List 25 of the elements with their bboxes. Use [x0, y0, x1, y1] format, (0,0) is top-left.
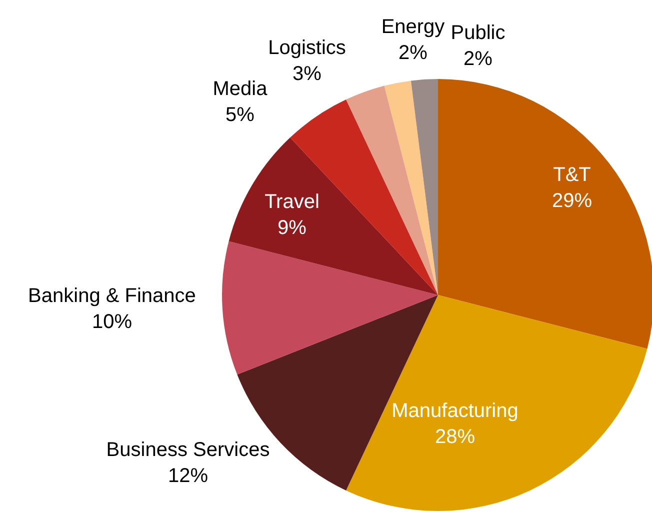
pie-slice [410, 79, 438, 295]
data-label: 2% [398, 42, 428, 64]
slice-label: Energy [381, 16, 445, 38]
pie-slice [438, 79, 652, 349]
slice-label: Banking & Finance [28, 285, 196, 307]
slice-label: Public [450, 22, 506, 44]
slice-label: Logistics [268, 37, 346, 59]
data-label: 3% [292, 63, 322, 85]
pie-slice [228, 138, 438, 295]
slice-label: Media [212, 78, 268, 100]
pie-slice [222, 241, 438, 375]
data-label: 12% [168, 465, 208, 487]
slice-label: Manufacturing [392, 400, 518, 422]
data-label: 5% [226, 104, 255, 126]
pie-slice [346, 86, 438, 295]
data-label: 28% [434, 426, 476, 448]
data-label: 10% [92, 311, 132, 333]
data-label: 2% [464, 48, 493, 70]
data-label: 9% [278, 217, 307, 239]
slice-label: Business Services [106, 439, 270, 461]
pie-slice [346, 295, 648, 511]
data-label: 29% [552, 190, 592, 212]
pie-slice [384, 80, 438, 295]
slice-label: T&T [553, 164, 591, 186]
slice-label: Travel [264, 191, 320, 213]
